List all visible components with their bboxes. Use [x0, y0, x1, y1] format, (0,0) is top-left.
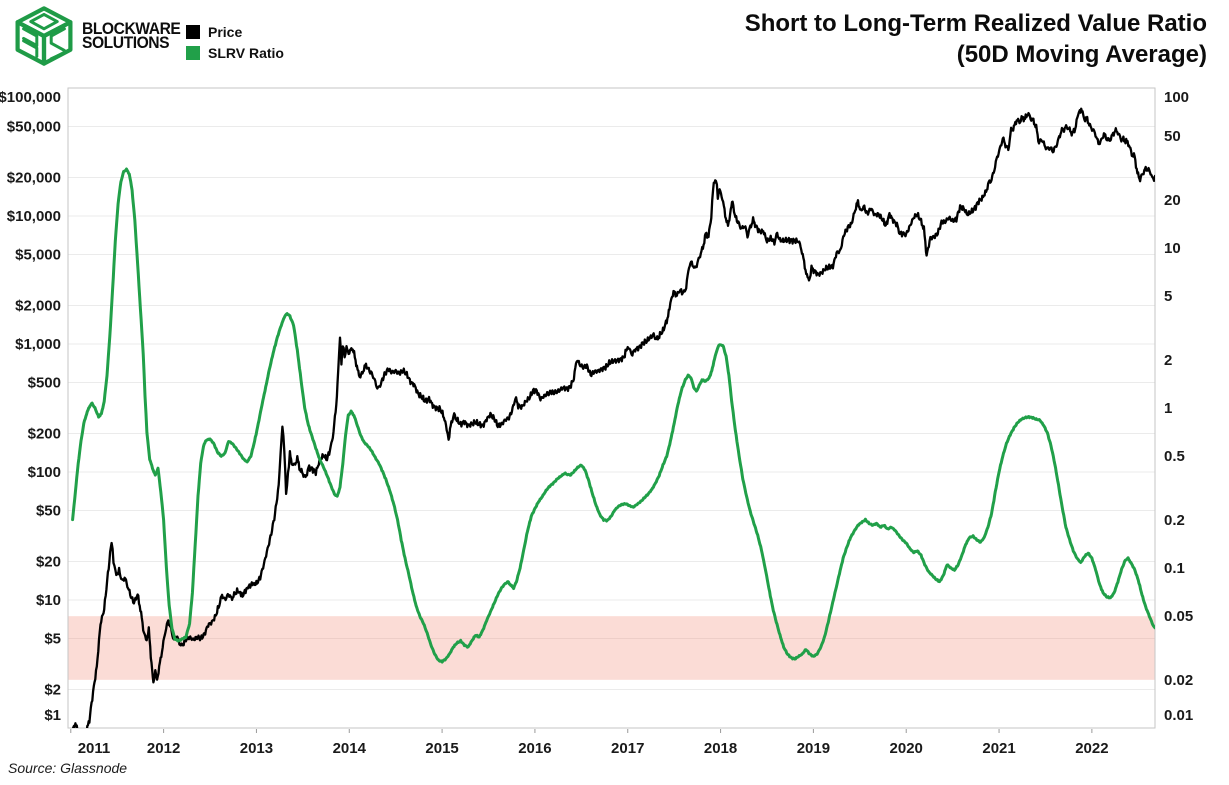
x-axis-year-label: 2020	[890, 740, 923, 757]
chart-title: Short to Long-Term Realized Value Ratio …	[745, 8, 1207, 70]
chart-title-line2: (50D Moving Average)	[956, 41, 1207, 68]
y-axis-right-label: 0.2	[1164, 512, 1185, 529]
y-axis-right-label: 20	[1164, 192, 1181, 209]
legend-label-price: Price	[208, 24, 243, 40]
y-axis-right-label: 50	[1164, 128, 1181, 145]
x-axis-year-label: 2016	[518, 740, 551, 757]
y-axis-right-label: 1	[1164, 400, 1172, 417]
x-axis-year-label: 2015	[425, 740, 458, 757]
y-axis-left-label: $100,000	[0, 89, 61, 106]
blockware-logo: BLOCKWARE SOLUTIONS	[14, 6, 189, 66]
y-axis-left-label: $1	[44, 707, 61, 724]
y-axis-left-label: $20,000	[7, 169, 61, 186]
y-axis-right-label: 0.5	[1164, 448, 1185, 465]
y-axis-left-label: $1,000	[15, 336, 61, 353]
x-axis-year-label: 2014	[333, 740, 367, 757]
x-axis-year-label: 2011	[78, 740, 111, 757]
x-axis-year-label: 2017	[611, 740, 644, 757]
y-axis-left-label: $2,000	[15, 297, 61, 314]
y-axis-right-label: 2	[1164, 352, 1172, 369]
y-axis-left-label: $20	[36, 553, 61, 570]
x-axis-year-label: 2019	[797, 740, 830, 757]
price-swatch-icon	[186, 25, 200, 39]
slrv-swatch-icon	[186, 46, 200, 60]
y-axis-right-label: 0.1	[1164, 560, 1185, 577]
y-axis-right-label: 0.02	[1164, 672, 1193, 689]
slrv-line	[71, 167, 1155, 664]
y-axis-left-label: $5	[44, 631, 61, 648]
y-axis-left-label: $50	[36, 503, 61, 520]
y-axis-right-label: 0.01	[1164, 707, 1193, 724]
y-axis-right-label: 10	[1164, 240, 1181, 257]
y-axis-right-label: 0.05	[1164, 608, 1193, 625]
y-axis-left-label: $2	[44, 681, 61, 698]
y-axis-right-label: 5	[1164, 288, 1172, 305]
legend: Price SLRV Ratio	[186, 24, 284, 61]
price-line	[71, 107, 1155, 728]
logo-line1: BLOCKWARE	[82, 19, 181, 38]
y-axis-left-label: $200	[28, 425, 61, 442]
legend-item-price: Price	[186, 24, 284, 40]
x-axis-year-label: 2013	[240, 740, 273, 757]
logo-text: BLOCKWARE SOLUTIONS	[82, 19, 189, 52]
y-axis-right-label: 100	[1164, 89, 1189, 106]
x-axis-year-label: 2022	[1075, 740, 1108, 757]
x-axis-year-label: 2018	[704, 740, 737, 757]
y-axis-left-label: $50,000	[7, 119, 61, 136]
y-axis-left-label: $10	[36, 592, 61, 609]
x-axis-year-label: 2021	[982, 740, 1015, 757]
logo-line2: SOLUTIONS	[82, 33, 170, 52]
plot-border	[67, 87, 1156, 729]
source-note: Source: Glassnode	[8, 760, 128, 776]
accumulation-band	[68, 616, 1155, 680]
legend-label-slrv: SLRV Ratio	[208, 45, 284, 61]
chart-title-line1: Short to Long-Term Realized Value Ratio	[744, 10, 1207, 37]
legend-item-slrv: SLRV Ratio	[186, 45, 284, 61]
y-axis-left-label: $10,000	[7, 208, 61, 225]
y-axis-left-label: $500	[28, 375, 61, 392]
blockware-cube-icon	[15, 6, 73, 66]
y-axis-left-label: $100	[28, 464, 61, 481]
x-axis-year-label: 2012	[147, 740, 180, 757]
y-axis-left-label: $5,000	[15, 247, 61, 264]
